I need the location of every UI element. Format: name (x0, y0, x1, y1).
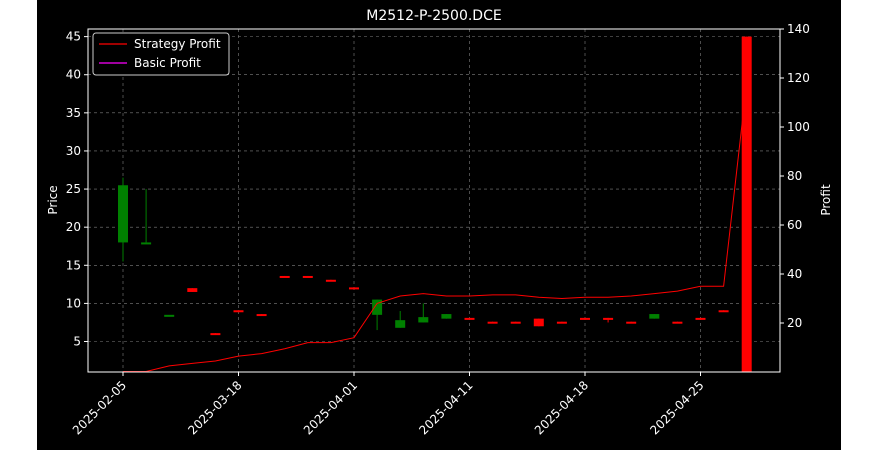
y-left-tick-label: 40 (66, 68, 81, 82)
candle-body (556, 321, 567, 324)
candle-body (487, 321, 498, 324)
candlestick-chart: 5 10 15 20 25 30 35 40 45 20 40 60 80 100 120 140 2025-0… (46, 8, 833, 437)
candle-body (325, 279, 336, 282)
candle-body (626, 321, 637, 324)
legend-basic-label: Basic Profit (134, 56, 201, 70)
candle-body (649, 314, 660, 319)
candle-body (164, 314, 175, 317)
plot-frame (87, 28, 781, 373)
candle-body (210, 333, 221, 336)
y-left-tick-label: 20 (66, 220, 81, 234)
y-left-tick-label: 5 (73, 335, 81, 349)
candle-body (302, 275, 313, 278)
x-tick-label: 2025-02-05 (70, 378, 129, 437)
candle-body (256, 314, 267, 317)
candle-body (349, 287, 359, 290)
y-right-tick-label: 120 (787, 71, 810, 85)
candle-body (441, 314, 452, 319)
y-right-tick-label: 40 (787, 267, 802, 281)
candle-body (580, 317, 590, 320)
ticks: 5 10 15 20 25 30 35 40 45 20 40 60 80 100 120 140 2025-0… (66, 22, 810, 437)
strategy-profit-line (123, 82, 748, 373)
x-tick-label: 2025-04-11 (416, 378, 475, 437)
x-tick-label: 2025-03-18 (185, 378, 244, 437)
x-tick-label: 2025-04-01 (301, 378, 360, 437)
y-right-tick-label: 80 (787, 169, 802, 183)
candle-body (418, 317, 429, 323)
y-left-tick-label: 25 (66, 182, 81, 196)
y-right-tick-label: 20 (787, 316, 802, 330)
y-axis-left-label: Price (46, 185, 60, 214)
candle-body (464, 317, 475, 320)
candle-body (695, 317, 706, 320)
y-left-tick-label: 45 (66, 30, 81, 44)
candle-body (141, 242, 152, 245)
candle-body (279, 275, 290, 278)
x-tick-label: 2025-04-18 (532, 378, 591, 437)
candle-body (672, 321, 683, 324)
y-left-tick-label: 30 (66, 144, 81, 158)
candle-body (233, 310, 244, 313)
candle-body (372, 299, 383, 315)
candle-body (533, 318, 544, 327)
y-left-tick-label: 15 (66, 258, 81, 272)
legend: Strategy Profit Basic Profit (92, 32, 230, 76)
grid (88, 29, 780, 372)
candle-body (741, 36, 752, 372)
candle-body (187, 288, 198, 292)
chart-title: M2512-P-2500.DCE (366, 8, 501, 24)
candle-body (118, 185, 128, 243)
candle-body (718, 310, 729, 313)
y-axis-right-label: Profit (819, 184, 833, 216)
y-left-tick-label: 35 (66, 106, 81, 120)
legend-strategy-label: Strategy Profit (134, 37, 221, 51)
y-right-tick-label: 140 (787, 22, 810, 36)
x-tick-label: 2025-04-25 (647, 378, 706, 437)
y-left-tick-label: 10 (66, 296, 81, 310)
candle-body (510, 321, 521, 324)
y-right-tick-label: 100 (787, 120, 810, 134)
chart-figure: 5 10 15 20 25 30 35 40 45 20 40 60 80 100 120 140 2025-0… (37, 0, 841, 450)
candles (118, 36, 752, 372)
candle-body (603, 317, 614, 320)
candle-body (395, 320, 406, 328)
y-right-tick-label: 60 (787, 218, 802, 232)
